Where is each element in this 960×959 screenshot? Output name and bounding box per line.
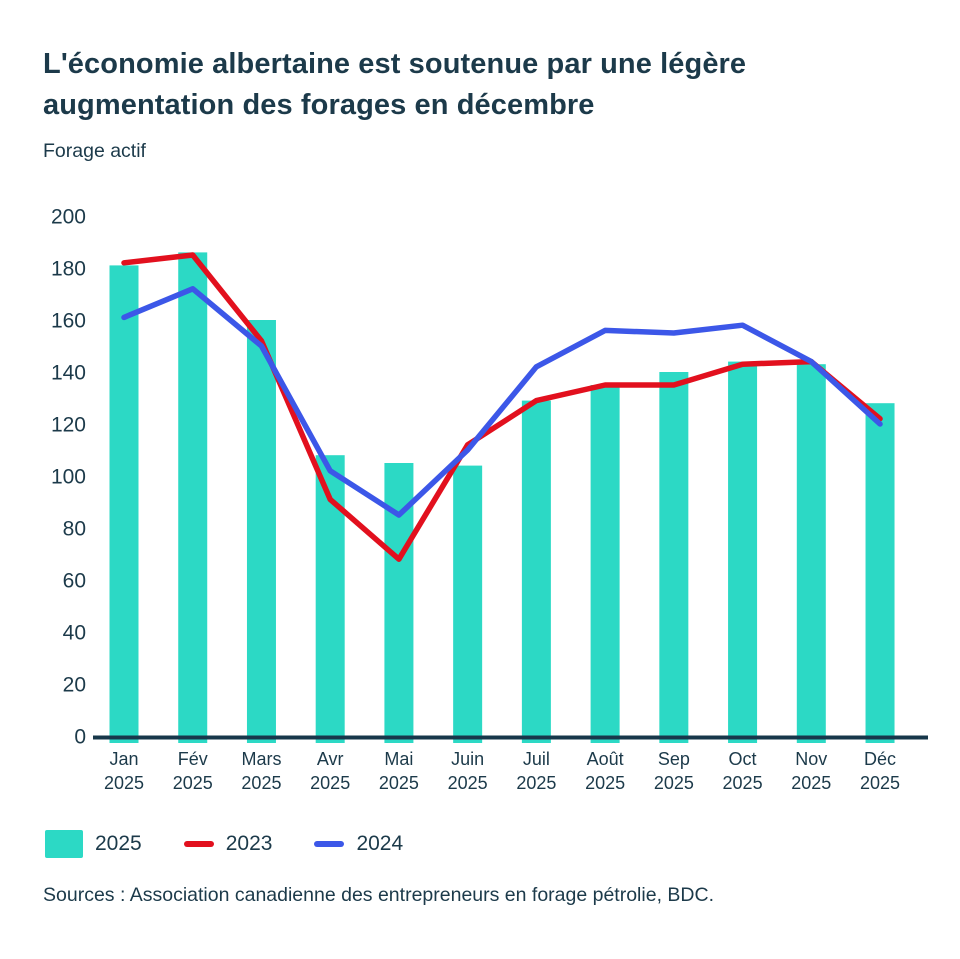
legend-item-2025: 2025 [45, 830, 142, 858]
legend-swatch-2025-bar-icon [45, 830, 83, 858]
x-axis-label-month-Déc: Déc [864, 749, 896, 769]
x-axis-label-month-Mars: Mars [241, 749, 281, 769]
bar-2025-Nov [796, 364, 826, 743]
x-axis-label-year-Sep: 2025 [654, 773, 694, 793]
legend-label-2025: 2025 [95, 832, 142, 855]
y-axis-tick-40: 40 [63, 622, 86, 645]
line-2024 [121, 286, 883, 518]
bar-line-chart: 0 20 40 60 80 100 120 140 160 180 200 Jan 2025 Fév 202… [51, 206, 928, 793]
x-axis-label-year-Jan: 2025 [104, 773, 144, 793]
chart-title: L'économie albertaine est soutenue par u… [43, 48, 747, 121]
bar-2025-Mars [246, 320, 276, 743]
x-axis-label-month-Avr: Avr [317, 749, 344, 769]
x-axis-label-year-Oct: 2025 [723, 773, 763, 793]
x-axis-label-month-Nov: Nov [795, 749, 827, 769]
y-axis-tick-20: 20 [63, 674, 86, 697]
x-axis-label-year-Août: 2025 [585, 773, 625, 793]
x-axis-label-year-Mars: 2025 [241, 773, 281, 793]
x-axis-label-month-Juin: Juin [451, 749, 484, 769]
y-axis-tick-200: 200 [51, 206, 86, 229]
y-axis-tick-80: 80 [63, 518, 86, 541]
chart-legend: 2025 2023 2024 [45, 830, 403, 858]
x-axis-label-month-Mai: Mai [384, 749, 413, 769]
y-axis-tick-100: 100 [51, 466, 86, 489]
bar-2025-Juin [453, 465, 483, 743]
bar-2025-Jan [109, 265, 139, 743]
x-axis-label-year-Juil: 2025 [516, 773, 556, 793]
legend-item-2024: 2024 [314, 832, 403, 856]
legend-label-2024: 2024 [356, 832, 404, 855]
x-axis-label-month-Fév: Fév [178, 749, 208, 769]
bar-2025-Sep [659, 372, 689, 743]
bar-2025-Oct [728, 361, 758, 743]
y-axis-tick-180: 180 [51, 258, 86, 281]
legend-label-2023: 2023 [225, 832, 273, 855]
bar-2025-Avr [315, 455, 345, 743]
x-axis-label-month-Août: Août [587, 749, 624, 769]
source-note: Sources : Association canadienne des ent… [43, 884, 714, 906]
y-axis-tick-60: 60 [63, 570, 86, 593]
legend-swatch-2024-line-icon [314, 841, 345, 847]
x-axis-label-month-Juil: Juil [523, 749, 550, 769]
y-axis-tick-160: 160 [51, 310, 86, 333]
x-axis-label-year-Nov: 2025 [791, 773, 831, 793]
y-axis-tick-140: 140 [51, 362, 86, 385]
y-axis-tick-120: 120 [51, 414, 86, 437]
bar-2025-Fév [178, 252, 208, 743]
line-2023 [121, 252, 883, 562]
y-axis-tick-0: 0 [74, 726, 86, 749]
x-axis-label-year-Mai: 2025 [379, 773, 419, 793]
bar-2025-Août [590, 385, 620, 743]
x-axis-label-year-Juin: 2025 [448, 773, 488, 793]
x-axis-label-year-Avr: 2025 [310, 773, 350, 793]
bar-2025-Juil [521, 400, 551, 743]
bar-2025-Déc [865, 403, 895, 743]
chart-subtitle: Forage actif [43, 140, 146, 162]
legend-swatch-2023-line-icon [183, 841, 214, 847]
x-axis-label-month-Sep: Sep [658, 749, 690, 769]
x-axis-label-month-Jan: Jan [109, 749, 138, 769]
x-axis-label-month-Oct: Oct [729, 749, 757, 769]
x-axis-label-year-Déc: 2025 [860, 773, 900, 793]
x-axis-label-year-Fév: 2025 [173, 773, 213, 793]
legend-item-2023: 2023 [183, 832, 273, 856]
